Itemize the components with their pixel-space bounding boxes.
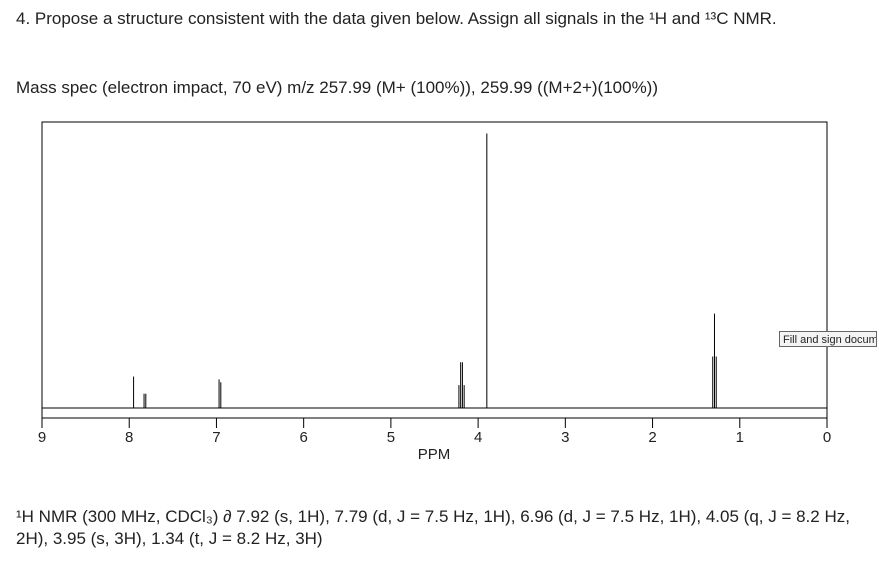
x-tick-label: 4 — [474, 429, 482, 446]
x-tick-label: 2 — [648, 429, 656, 446]
mass-spec: Mass spec (electron impact, 70 eV) m/z 2… — [16, 78, 659, 97]
x-tick-label: 1 — [736, 429, 744, 446]
plot-frame — [41, 121, 828, 419]
x-tick-label: 3 — [561, 429, 569, 446]
question-title: 4. Propose a structure consistent with t… — [16, 9, 777, 28]
spectrum: PPM 9 8 7 6 5 4 3 2 1 0 — [38, 121, 831, 463]
fill-sign-button[interactable]: Fill and sign document — [779, 331, 877, 347]
x-tick-label: 7 — [212, 429, 220, 446]
x-axis-label: PPM — [418, 446, 451, 463]
x-tick-label: 0 — [823, 429, 831, 446]
x-tick-label: 6 — [299, 429, 307, 446]
x-tick-label: 5 — [387, 429, 395, 446]
nmr-data: ¹H NMR (300 MHz, CDCl₃) ∂ 7.92 (s, 1H), … — [16, 507, 850, 548]
x-tick-label: 9 — [38, 429, 46, 446]
x-tick-label: 8 — [125, 429, 133, 446]
